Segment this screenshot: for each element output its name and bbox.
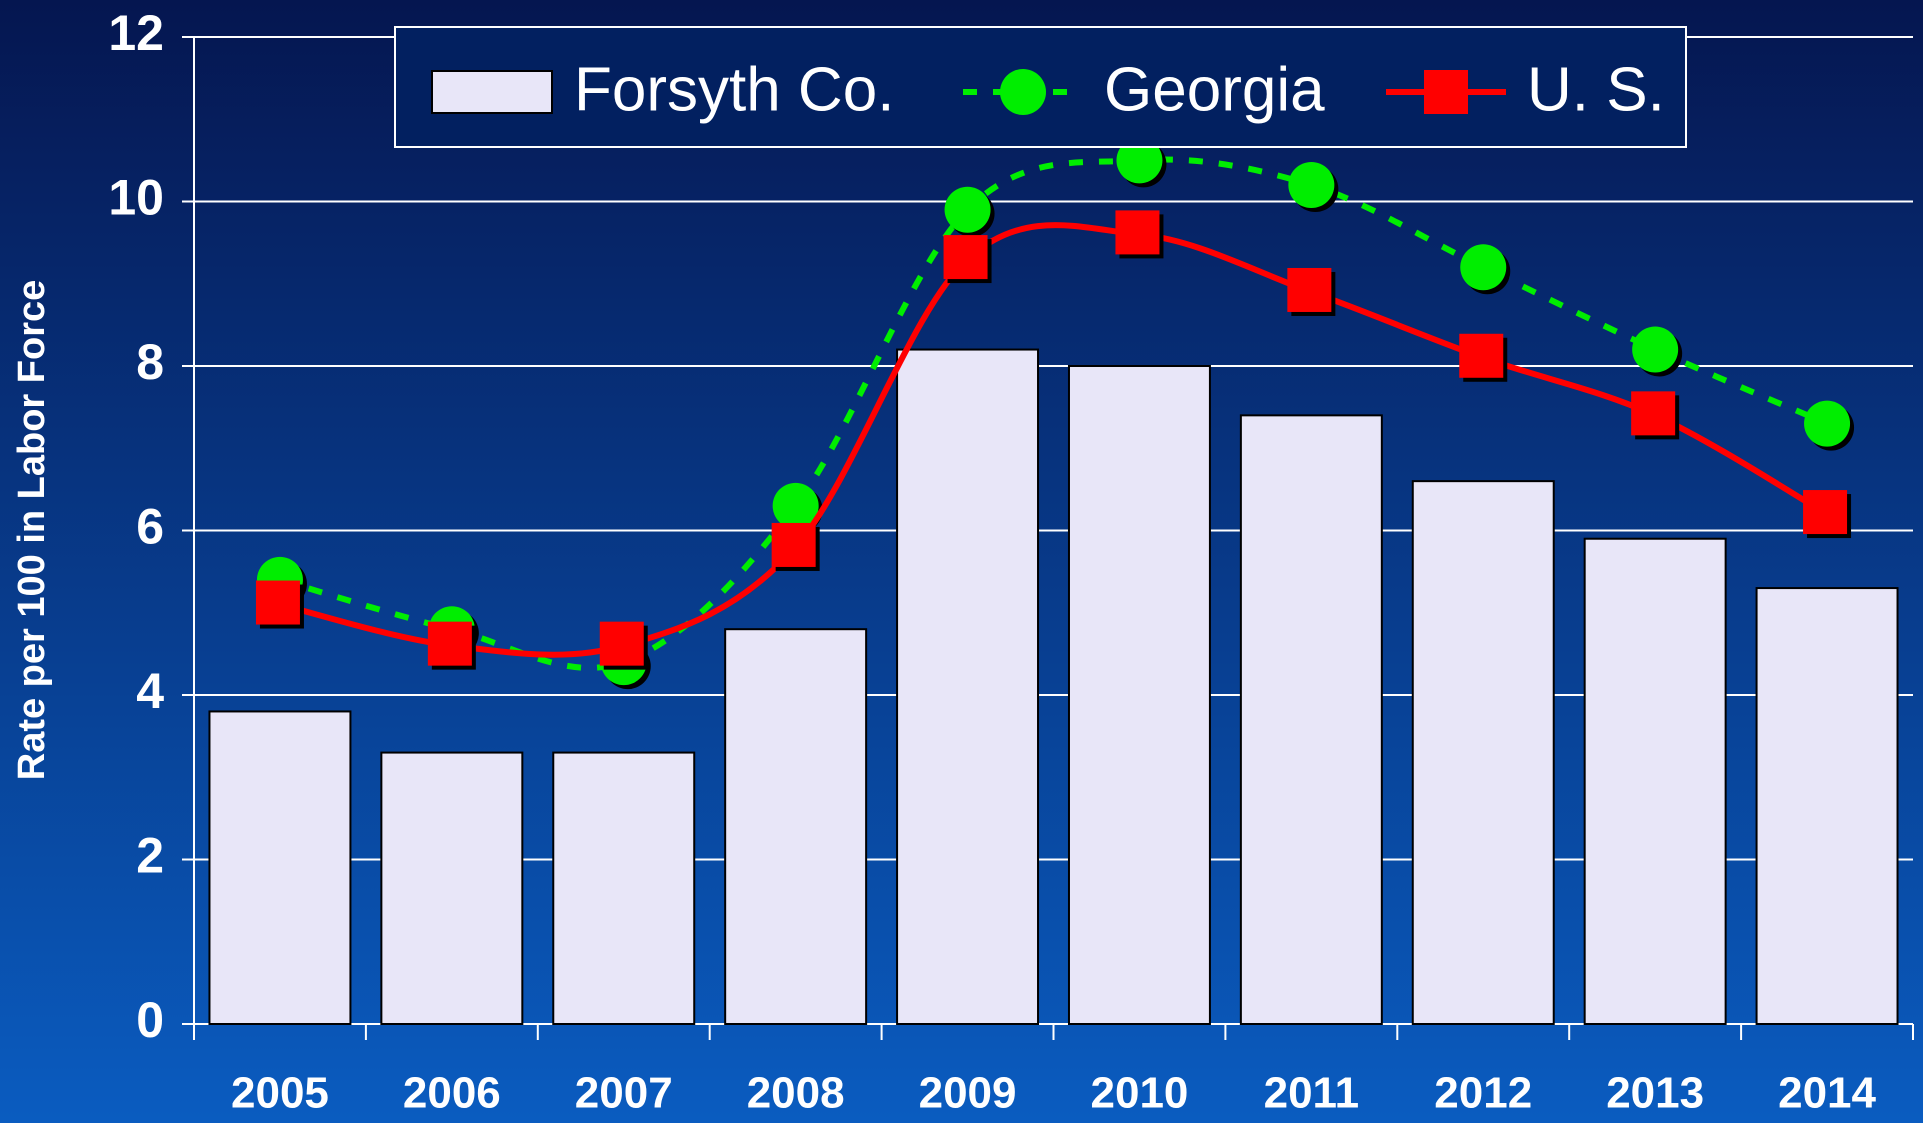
marker (1804, 400, 1851, 447)
bar (1411, 480, 1555, 1025)
x-tick-label: 2010 (1091, 1069, 1189, 1118)
marker (1287, 267, 1332, 312)
marker (1115, 210, 1160, 255)
bar (724, 628, 868, 1025)
x-tick-label: 2005 (231, 1069, 329, 1118)
y-tick-label: 6 (136, 499, 164, 555)
bar (1067, 365, 1211, 1025)
bar (380, 751, 524, 1025)
x-tick-label: 2011 (1264, 1069, 1359, 1118)
bar (896, 348, 1040, 1025)
legend-label: U. S. (1527, 55, 1665, 124)
marker (255, 580, 300, 625)
marker (1459, 333, 1504, 378)
legend-swatch (431, 70, 553, 114)
bar (1755, 587, 1899, 1025)
x-tick-label: 2009 (919, 1069, 1017, 1118)
marker (1631, 391, 1676, 436)
legend-label: Georgia (1104, 55, 1325, 124)
x-tick-label: 2012 (1434, 1069, 1532, 1118)
marker (944, 186, 991, 233)
line (279, 156, 1829, 671)
marker (771, 522, 816, 567)
x-tick-label: 2007 (575, 1069, 673, 1118)
legend-label: Forsyth Co. (574, 55, 894, 124)
bar (208, 710, 352, 1025)
marker (772, 482, 819, 529)
marker (1803, 490, 1848, 535)
legend-marker (1424, 70, 1468, 114)
y-tick-label: 8 (136, 334, 164, 390)
x-tick-label: 2013 (1606, 1069, 1704, 1118)
y-axis-label: Rate per 100 in Labor Force (11, 280, 53, 781)
marker (1460, 244, 1507, 291)
marker (599, 621, 644, 666)
line (279, 222, 1829, 658)
bar (1583, 537, 1727, 1025)
marker (1288, 162, 1335, 209)
bar (1239, 414, 1383, 1026)
marker (1632, 326, 1679, 373)
y-tick-label: 10 (108, 170, 164, 226)
bar (552, 751, 696, 1025)
marker (943, 235, 988, 280)
y-tick-label: 4 (136, 663, 164, 719)
y-tick-label: 0 (136, 992, 164, 1048)
marker (427, 621, 472, 666)
y-tick-label: 12 (108, 5, 164, 61)
y-tick-label: 2 (136, 828, 164, 884)
x-tick-label: 2006 (403, 1069, 501, 1118)
legend-marker (1000, 69, 1046, 115)
x-tick-label: 2014 (1778, 1069, 1876, 1118)
x-tick-label: 2008 (747, 1069, 845, 1118)
marker (1116, 137, 1163, 184)
